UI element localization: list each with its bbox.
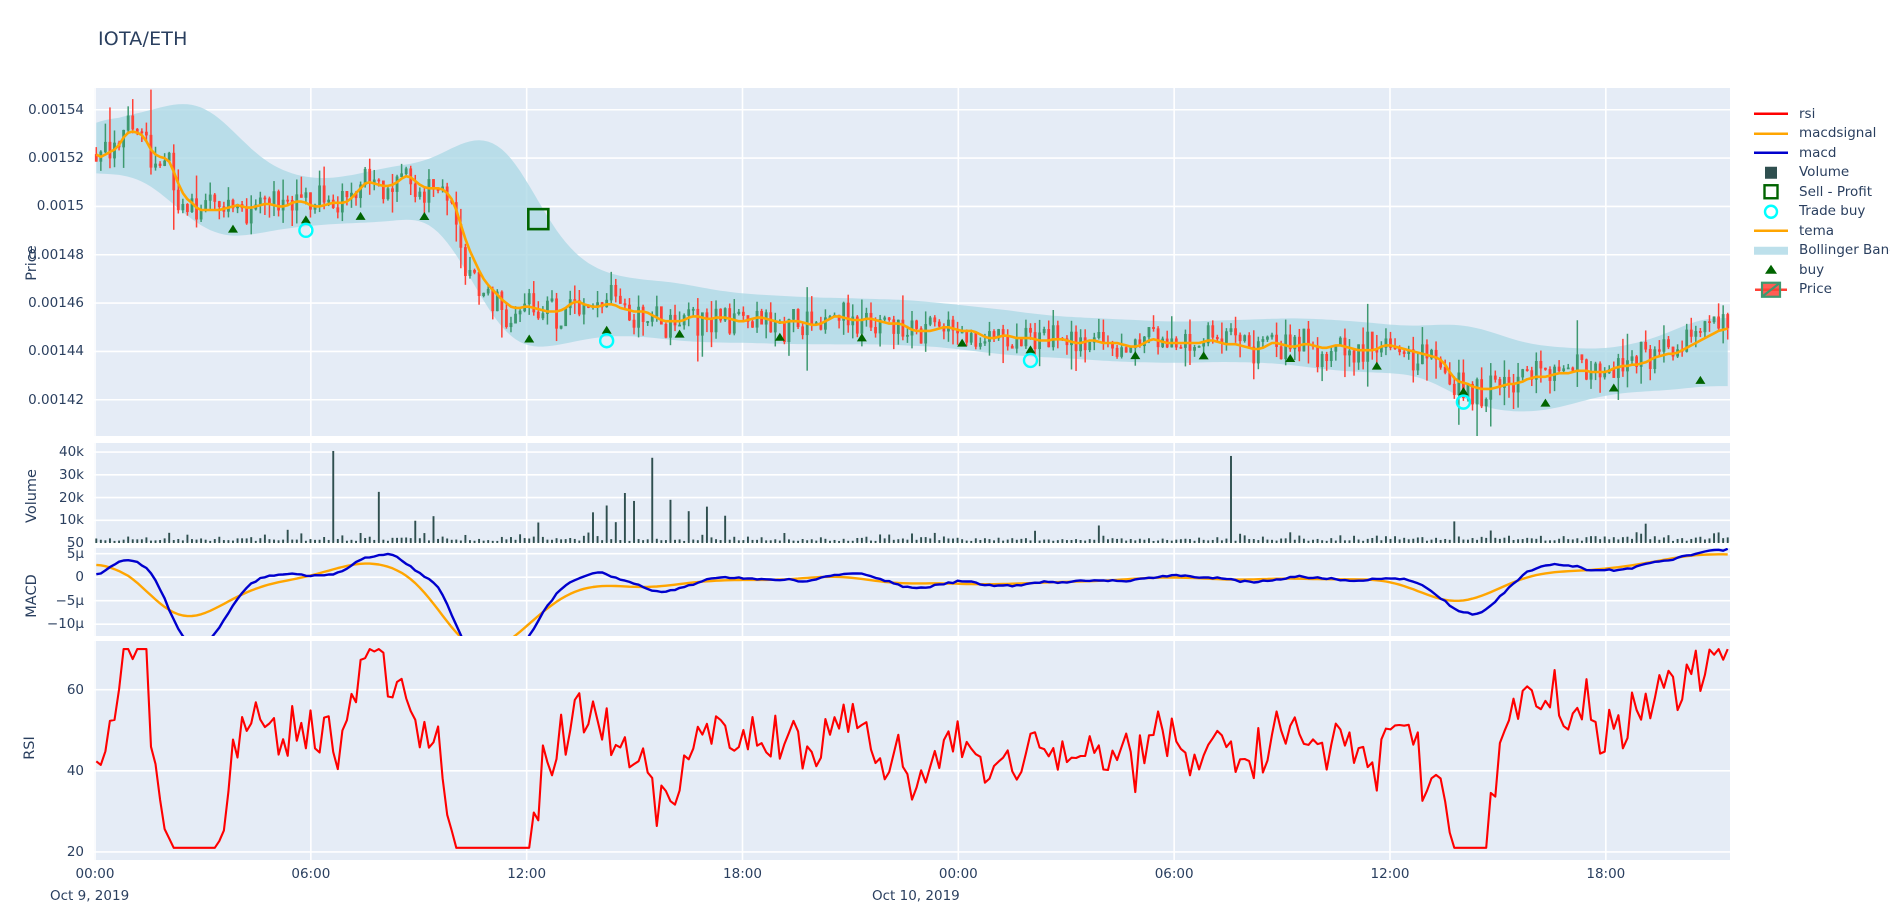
legend-swatch-candlestick-icon <box>1752 280 1794 300</box>
y-tick-label: 5µ <box>66 545 84 562</box>
legend-item-label: Price <box>1799 281 1832 298</box>
y-tick-label: 40k <box>59 444 84 461</box>
x-axis-date-label: Oct 9, 2019 <box>50 888 130 903</box>
legend-item-label: Volume <box>1799 164 1850 181</box>
y-tick-label: 60 <box>66 681 84 698</box>
macd-panel <box>94 548 1730 636</box>
page-title: IOTA/ETH <box>98 28 188 50</box>
legend-item-label: Trade buy <box>1799 203 1866 220</box>
y-tick-label: 10k <box>59 512 84 529</box>
legend-swatch-square-open-icon <box>1752 182 1794 202</box>
y-tick-label: 0.00148 <box>28 246 84 263</box>
legend-item-label: buy <box>1799 261 1825 278</box>
legend-item-tema[interactable]: tema <box>1752 221 1890 241</box>
x-axis-date-label: Oct 10, 2019 <box>872 888 960 903</box>
legend-item-label: tema <box>1799 222 1835 239</box>
y-tick-label: 0.0015 <box>36 198 84 215</box>
legend-swatch-circle-open-icon <box>1752 202 1794 222</box>
chart-legend[interactable]: rsi macdsignal macd Volume Sell - Profit Trad… <box>1752 104 1890 299</box>
legend-item-trade-buy[interactable]: Trade buy <box>1752 202 1890 222</box>
legend-item-label: macdsignal <box>1799 125 1877 142</box>
legend-item-label: rsi <box>1799 105 1816 122</box>
legend-swatch-line-icon <box>1752 124 1794 144</box>
y-tick-label: 20k <box>59 489 84 506</box>
legend-item-buy[interactable]: buy <box>1752 260 1890 280</box>
legend-item-sell-profit[interactable]: Sell - Profit <box>1752 182 1890 202</box>
y-tick-label: 0 <box>75 569 84 586</box>
legend-swatch-line-icon <box>1752 221 1794 241</box>
legend-item-label: Bollinger Band <box>1799 242 1890 259</box>
macd-plot <box>94 548 1730 636</box>
legend-swatch-band-icon <box>1752 241 1794 261</box>
price-panel <box>94 88 1730 436</box>
y-tick-label: 0.00142 <box>28 391 84 408</box>
volume-panel <box>94 443 1730 543</box>
y-tick-label: 0.00144 <box>28 343 84 360</box>
y-tick-label: 0.00154 <box>28 101 84 118</box>
x-tick-label: 12:00 <box>1370 866 1410 882</box>
x-tick-label: 00:00 <box>75 866 115 882</box>
y-tick-label: 50 <box>66 535 84 551</box>
legend-item-bollinger-band[interactable]: Bollinger Band <box>1752 241 1890 261</box>
legend-item-volume[interactable]: Volume <box>1752 163 1890 183</box>
x-tick-label: 06:00 <box>291 866 331 882</box>
x-tick-label: 18:00 <box>723 866 762 882</box>
legend-item-rsi[interactable]: rsi <box>1752 104 1890 124</box>
x-tick-label: 12:00 <box>507 866 547 882</box>
legend-item-macd[interactable]: macd <box>1752 143 1890 163</box>
y-tick-label: 40 <box>66 762 84 779</box>
y-tick-label: 20 <box>66 843 84 860</box>
legend-item-label: macd <box>1799 144 1837 161</box>
x-tick-label: 06:00 <box>1154 866 1194 882</box>
legend-item-macdsignal[interactable]: macdsignal <box>1752 124 1890 144</box>
legend-swatch-square-filled-icon <box>1752 163 1794 183</box>
legend-swatch-triangle-up-icon <box>1752 260 1794 280</box>
y-tick-label: 0.00146 <box>28 295 84 312</box>
y-tick-label: −10µ <box>46 616 84 633</box>
x-tick-label: 00:00 <box>938 866 978 882</box>
legend-swatch-line-icon <box>1752 104 1794 124</box>
y-tick-label: 30k <box>59 466 84 483</box>
volume-plot <box>94 443 1730 543</box>
legend-item-price[interactable]: Price <box>1752 280 1890 300</box>
y-tick-label: −5µ <box>55 592 85 609</box>
y-tick-label: 0.00152 <box>28 150 84 167</box>
price-axis-title: Price <box>24 245 40 281</box>
rsi-panel <box>94 641 1730 860</box>
price-plot <box>94 88 1730 436</box>
x-tick-label: 18:00 <box>1586 866 1626 882</box>
rsi-plot <box>94 641 1730 860</box>
legend-swatch-line-icon <box>1752 143 1794 163</box>
legend-item-label: Sell - Profit <box>1799 183 1873 200</box>
